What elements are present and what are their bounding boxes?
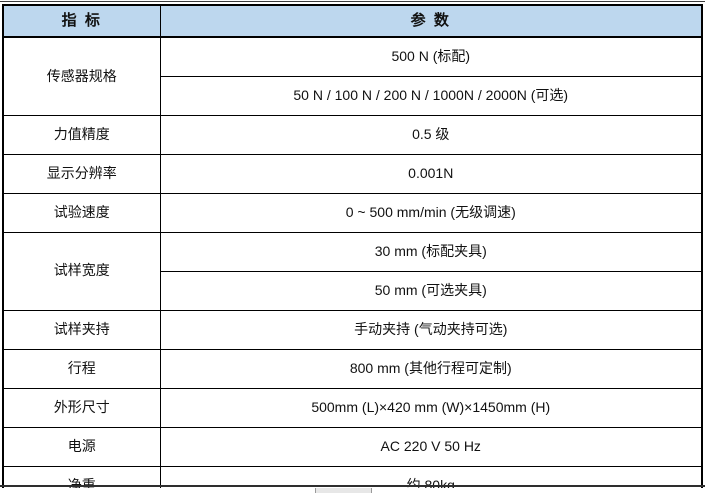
spec-value-specimen-width-optional: 50 mm (可选夹具): [159, 270, 703, 311]
spec-label-display-resolution: 显示分辨率: [2, 153, 161, 194]
spec-label-specimen-width: 试样宽度: [2, 231, 161, 311]
header-cell-parameter: 参 数: [159, 4, 703, 38]
table-header-row: 指 标 参 数: [2, 4, 703, 38]
spec-label-force-accuracy: 力值精度: [2, 114, 161, 155]
spec-label-stroke: 行程: [2, 348, 161, 389]
top-divider-rule: [0, 1, 705, 2]
bottom-divider-rule: [0, 485, 705, 487]
table-row: 试样宽度 30 mm (标配夹具): [2, 231, 703, 311]
spec-value-force-accuracy: 0.5 级: [159, 114, 703, 155]
table-row: 电源 AC 220 V 50 Hz: [2, 426, 703, 467]
next-table-partial-row: [0, 488, 705, 493]
spec-label-dimensions: 外形尺寸: [2, 387, 161, 428]
table-row: 力值精度 0.5 级: [2, 114, 703, 155]
spec-value-power-supply: AC 220 V 50 Hz: [159, 426, 703, 467]
spec-label-test-speed: 试验速度: [2, 192, 161, 233]
spec-value-stroke: 800 mm (其他行程可定制): [159, 348, 703, 389]
spec-value-sensor-standard: 500 N (标配): [159, 36, 703, 77]
table-row: 50 N / 100 N / 200 N / 1000N / 2000N (可选…: [3, 75, 703, 116]
specification-table: 指 标 参 数 传感器规格 500 N (标配) 50 N / 100 N / …: [2, 4, 703, 493]
spec-label-specimen-clamping: 试样夹持: [2, 309, 161, 350]
spec-value-specimen-width-standard: 30 mm (标配夹具): [159, 231, 703, 272]
spec-value-display-resolution: 0.001N: [159, 153, 703, 194]
table-row: 50 mm (可选夹具): [3, 270, 703, 311]
spec-value-test-speed: 0 ~ 500 mm/min (无级调速): [159, 192, 703, 233]
table-row: 传感器规格 500 N (标配): [2, 36, 703, 116]
header-cell-indicator: 指 标: [2, 4, 161, 38]
next-table-partial-cell: [315, 488, 372, 493]
spec-label-power-supply: 电源: [2, 426, 161, 467]
table-row: 行程 800 mm (其他行程可定制): [2, 348, 703, 389]
table-row: 试验速度 0 ~ 500 mm/min (无级调速): [2, 192, 703, 233]
table-row: 外形尺寸 500mm (L)×420 mm (W)×1450mm (H): [2, 387, 703, 428]
spec-label-sensor: 传感器规格: [2, 36, 161, 116]
table-row: 试样夹持 手动夹持 (气动夹持可选): [2, 309, 703, 350]
spec-value-dimensions: 500mm (L)×420 mm (W)×1450mm (H): [159, 387, 703, 428]
spec-value-sensor-optional: 50 N / 100 N / 200 N / 1000N / 2000N (可选…: [159, 75, 703, 116]
spec-value-specimen-clamping: 手动夹持 (气动夹持可选): [159, 309, 703, 350]
table-row: 显示分辨率 0.001N: [2, 153, 703, 194]
